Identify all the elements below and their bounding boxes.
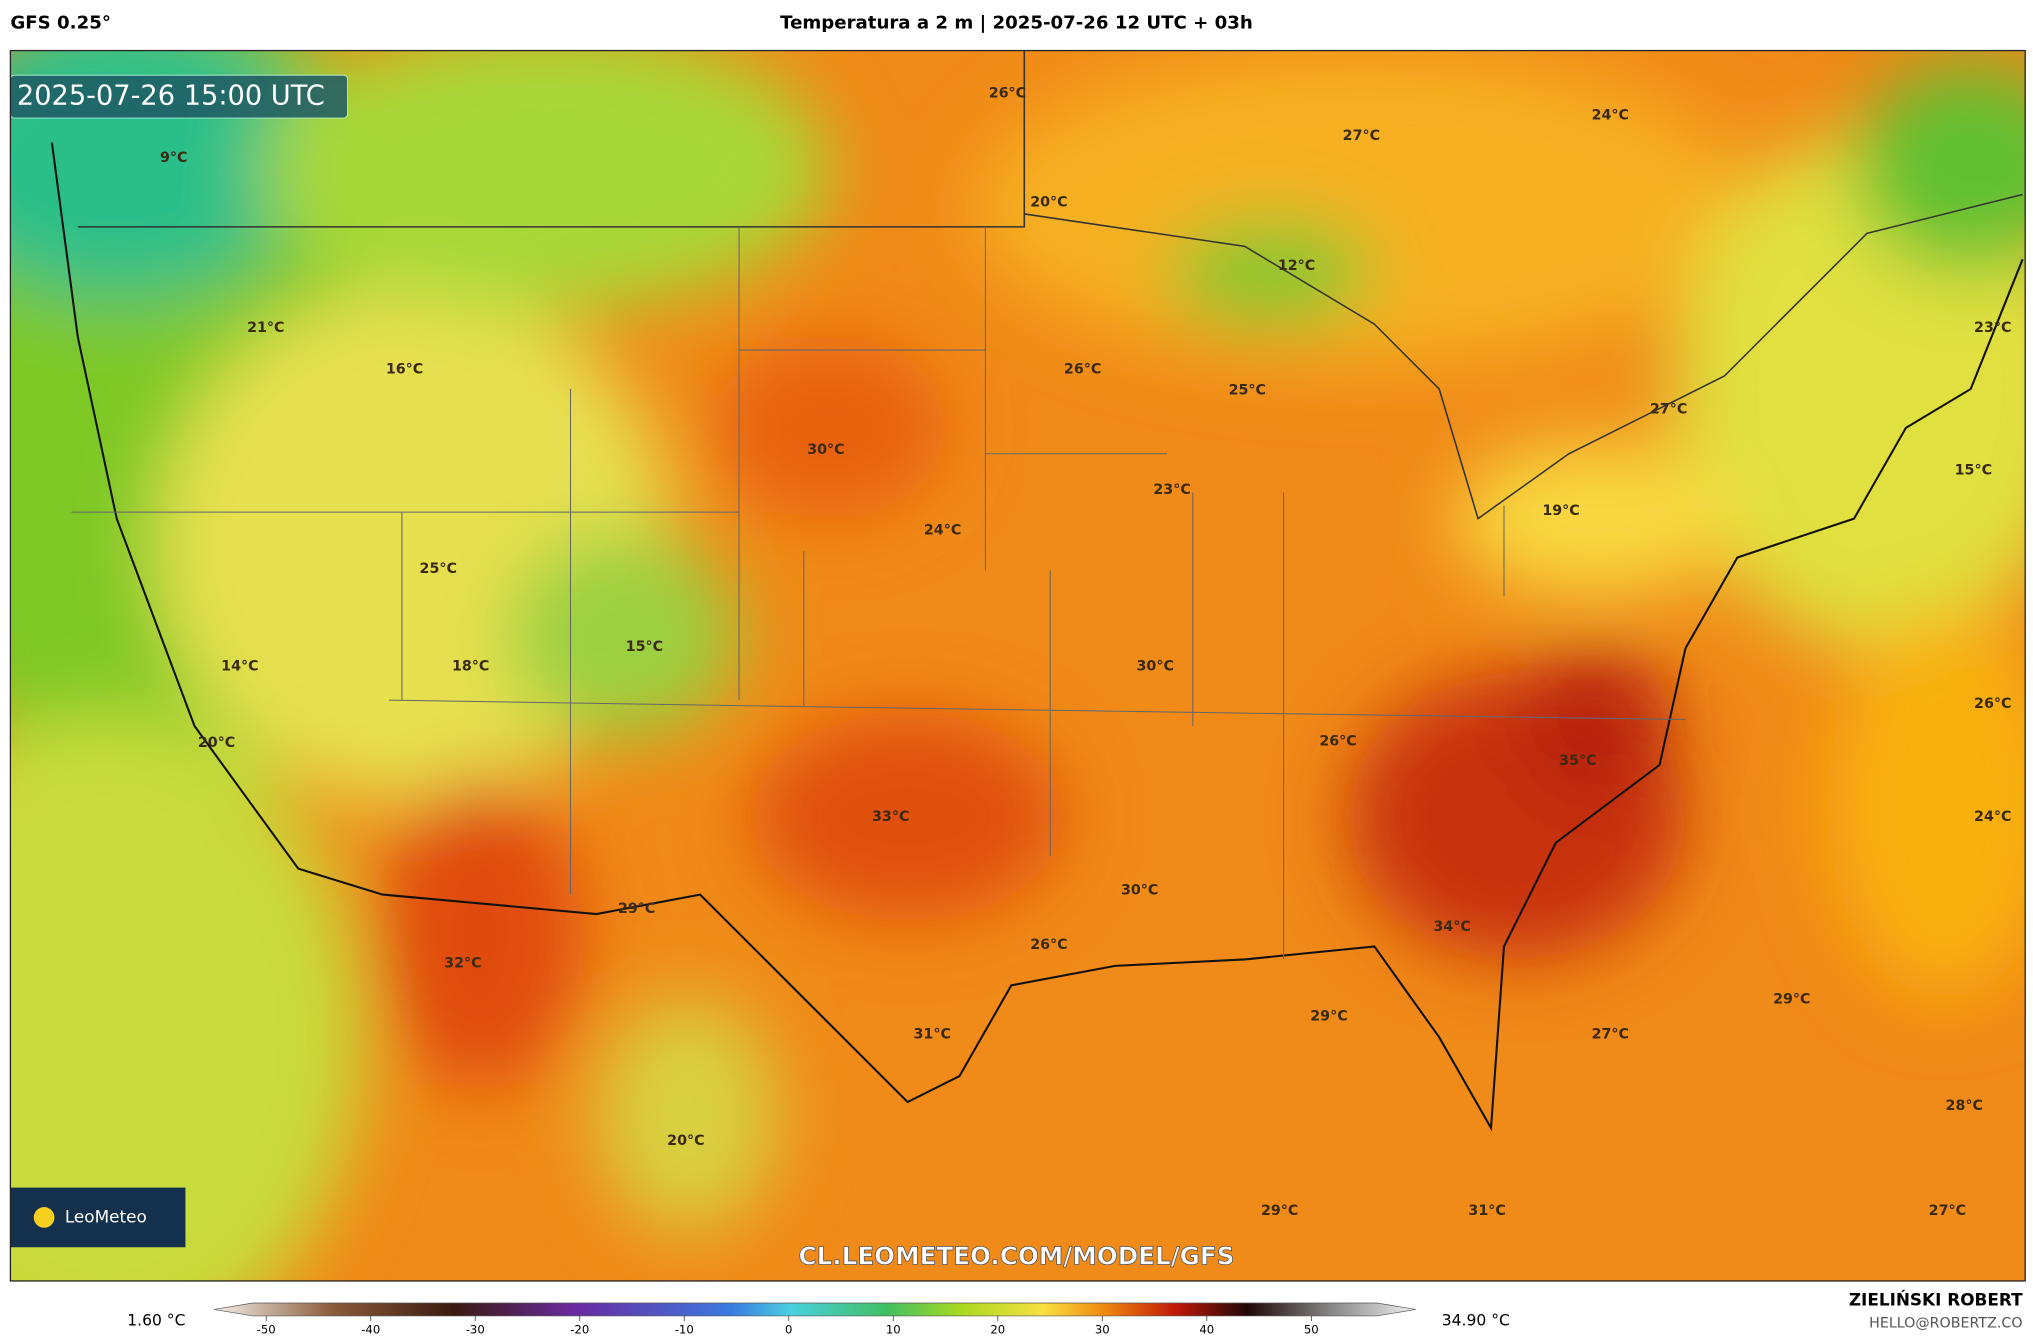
temperature-label: 26°C bbox=[1319, 734, 1356, 750]
contact: HELLO@ROBERTZ.CO bbox=[1869, 1316, 2022, 1332]
temperature-label: 26°C bbox=[989, 85, 1026, 101]
temperature-label: 26°C bbox=[1064, 362, 1101, 378]
temperature-label: 23°C bbox=[1974, 320, 2011, 336]
timestamp: 2025-07-26 15:00 UTC bbox=[17, 81, 325, 112]
temperature-label: 28°C bbox=[1946, 1098, 1983, 1114]
colorbar-tick-label: -20 bbox=[570, 1323, 589, 1337]
model-name: GFS 0.25° bbox=[10, 12, 111, 33]
temperature-label: 27°C bbox=[1929, 1203, 1966, 1219]
temperature-label: 31°C bbox=[1468, 1203, 1505, 1219]
temperature-labels: 26°C 27°C 24°C 9°C 20°C 12°C 21°C 16°C 26°C 25°C 2… bbox=[160, 85, 2011, 1219]
temperature-label: 15°C bbox=[1955, 463, 1992, 479]
colorbar-tick-label: -50 bbox=[257, 1323, 276, 1337]
temperature-label: 27°C bbox=[1343, 128, 1380, 144]
colorbar: -50 -40 -30 -20 -10 0 10 20 30 40 50 bbox=[213, 1302, 1416, 1337]
temperature-label: 20°C bbox=[198, 735, 235, 751]
map-frame bbox=[9, 49, 2026, 1282]
temperature-label: 14°C bbox=[221, 658, 258, 674]
temperature-label: 29°C bbox=[1261, 1203, 1298, 1219]
temperature-label: 20°C bbox=[1030, 194, 1067, 210]
temperature-label: 30°C bbox=[1121, 883, 1158, 899]
map-title: Temperatura a 2 m | 2025-07-26 12 UTC + … bbox=[780, 12, 1253, 33]
temperature-label: 16°C bbox=[386, 362, 423, 378]
temperature-label: 24°C bbox=[1974, 809, 2011, 825]
colorbar-tick-label: 30 bbox=[1095, 1323, 1110, 1337]
colorbar-tick-label: -10 bbox=[675, 1323, 694, 1337]
colorbar-tick-label: 0 bbox=[785, 1323, 792, 1337]
temperature-label: 30°C bbox=[807, 442, 844, 458]
colorbar-min: 1.60 °C bbox=[127, 1312, 185, 1330]
temperature-label: 35°C bbox=[1559, 753, 1596, 769]
temperature-label: 18°C bbox=[452, 658, 489, 674]
temperature-label: 21°C bbox=[247, 320, 284, 336]
temperature-label: 24°C bbox=[924, 522, 961, 538]
temperature-label: 32°C bbox=[444, 955, 481, 971]
colorbar-tick-label: 10 bbox=[886, 1323, 901, 1337]
temperature-label: 34°C bbox=[1433, 919, 1470, 935]
temperature-label: 19°C bbox=[1542, 503, 1579, 519]
temperature-label: 15°C bbox=[626, 639, 663, 655]
logo: LeoMeteo bbox=[65, 1206, 147, 1226]
temperature-label: 33°C bbox=[872, 809, 909, 825]
temperature-label: 29°C bbox=[618, 901, 655, 917]
colorbar-tick-label: -30 bbox=[466, 1323, 485, 1337]
colorbar-tick-label: 20 bbox=[990, 1323, 1005, 1337]
temperature-label: 27°C bbox=[1592, 1027, 1629, 1043]
watermark: CL.LEOMETEO.COM/MODEL/GFS bbox=[799, 1242, 1235, 1271]
colorbar-tick-label: 50 bbox=[1304, 1323, 1319, 1337]
temperature-label: 25°C bbox=[420, 561, 457, 577]
temperature-label: 27°C bbox=[1650, 402, 1687, 418]
colorbar-tick-label: -40 bbox=[361, 1323, 380, 1337]
temperature-label: 25°C bbox=[1229, 382, 1266, 398]
temperature-label: 26°C bbox=[1030, 937, 1067, 953]
temperature-label: 30°C bbox=[1137, 658, 1174, 674]
temperature-label: 12°C bbox=[1278, 258, 1315, 274]
temperature-label: 26°C bbox=[1974, 696, 2011, 712]
temperature-label: 29°C bbox=[1310, 1008, 1347, 1024]
author: ZIELIŃSKI ROBERT bbox=[1849, 1288, 2023, 1309]
temperature-label: 31°C bbox=[914, 1027, 951, 1043]
temperature-label: 9°C bbox=[160, 150, 188, 166]
colorbar-bar bbox=[213, 1302, 1416, 1317]
temperature-label: 29°C bbox=[1773, 992, 1810, 1008]
temperature-label: 24°C bbox=[1592, 107, 1629, 123]
colorbar-max: 34.90 °C bbox=[1442, 1312, 1510, 1330]
temperature-label: 23°C bbox=[1153, 482, 1190, 498]
temperature-label: 20°C bbox=[667, 1133, 704, 1149]
colorbar-tick-label: 40 bbox=[1199, 1323, 1214, 1337]
